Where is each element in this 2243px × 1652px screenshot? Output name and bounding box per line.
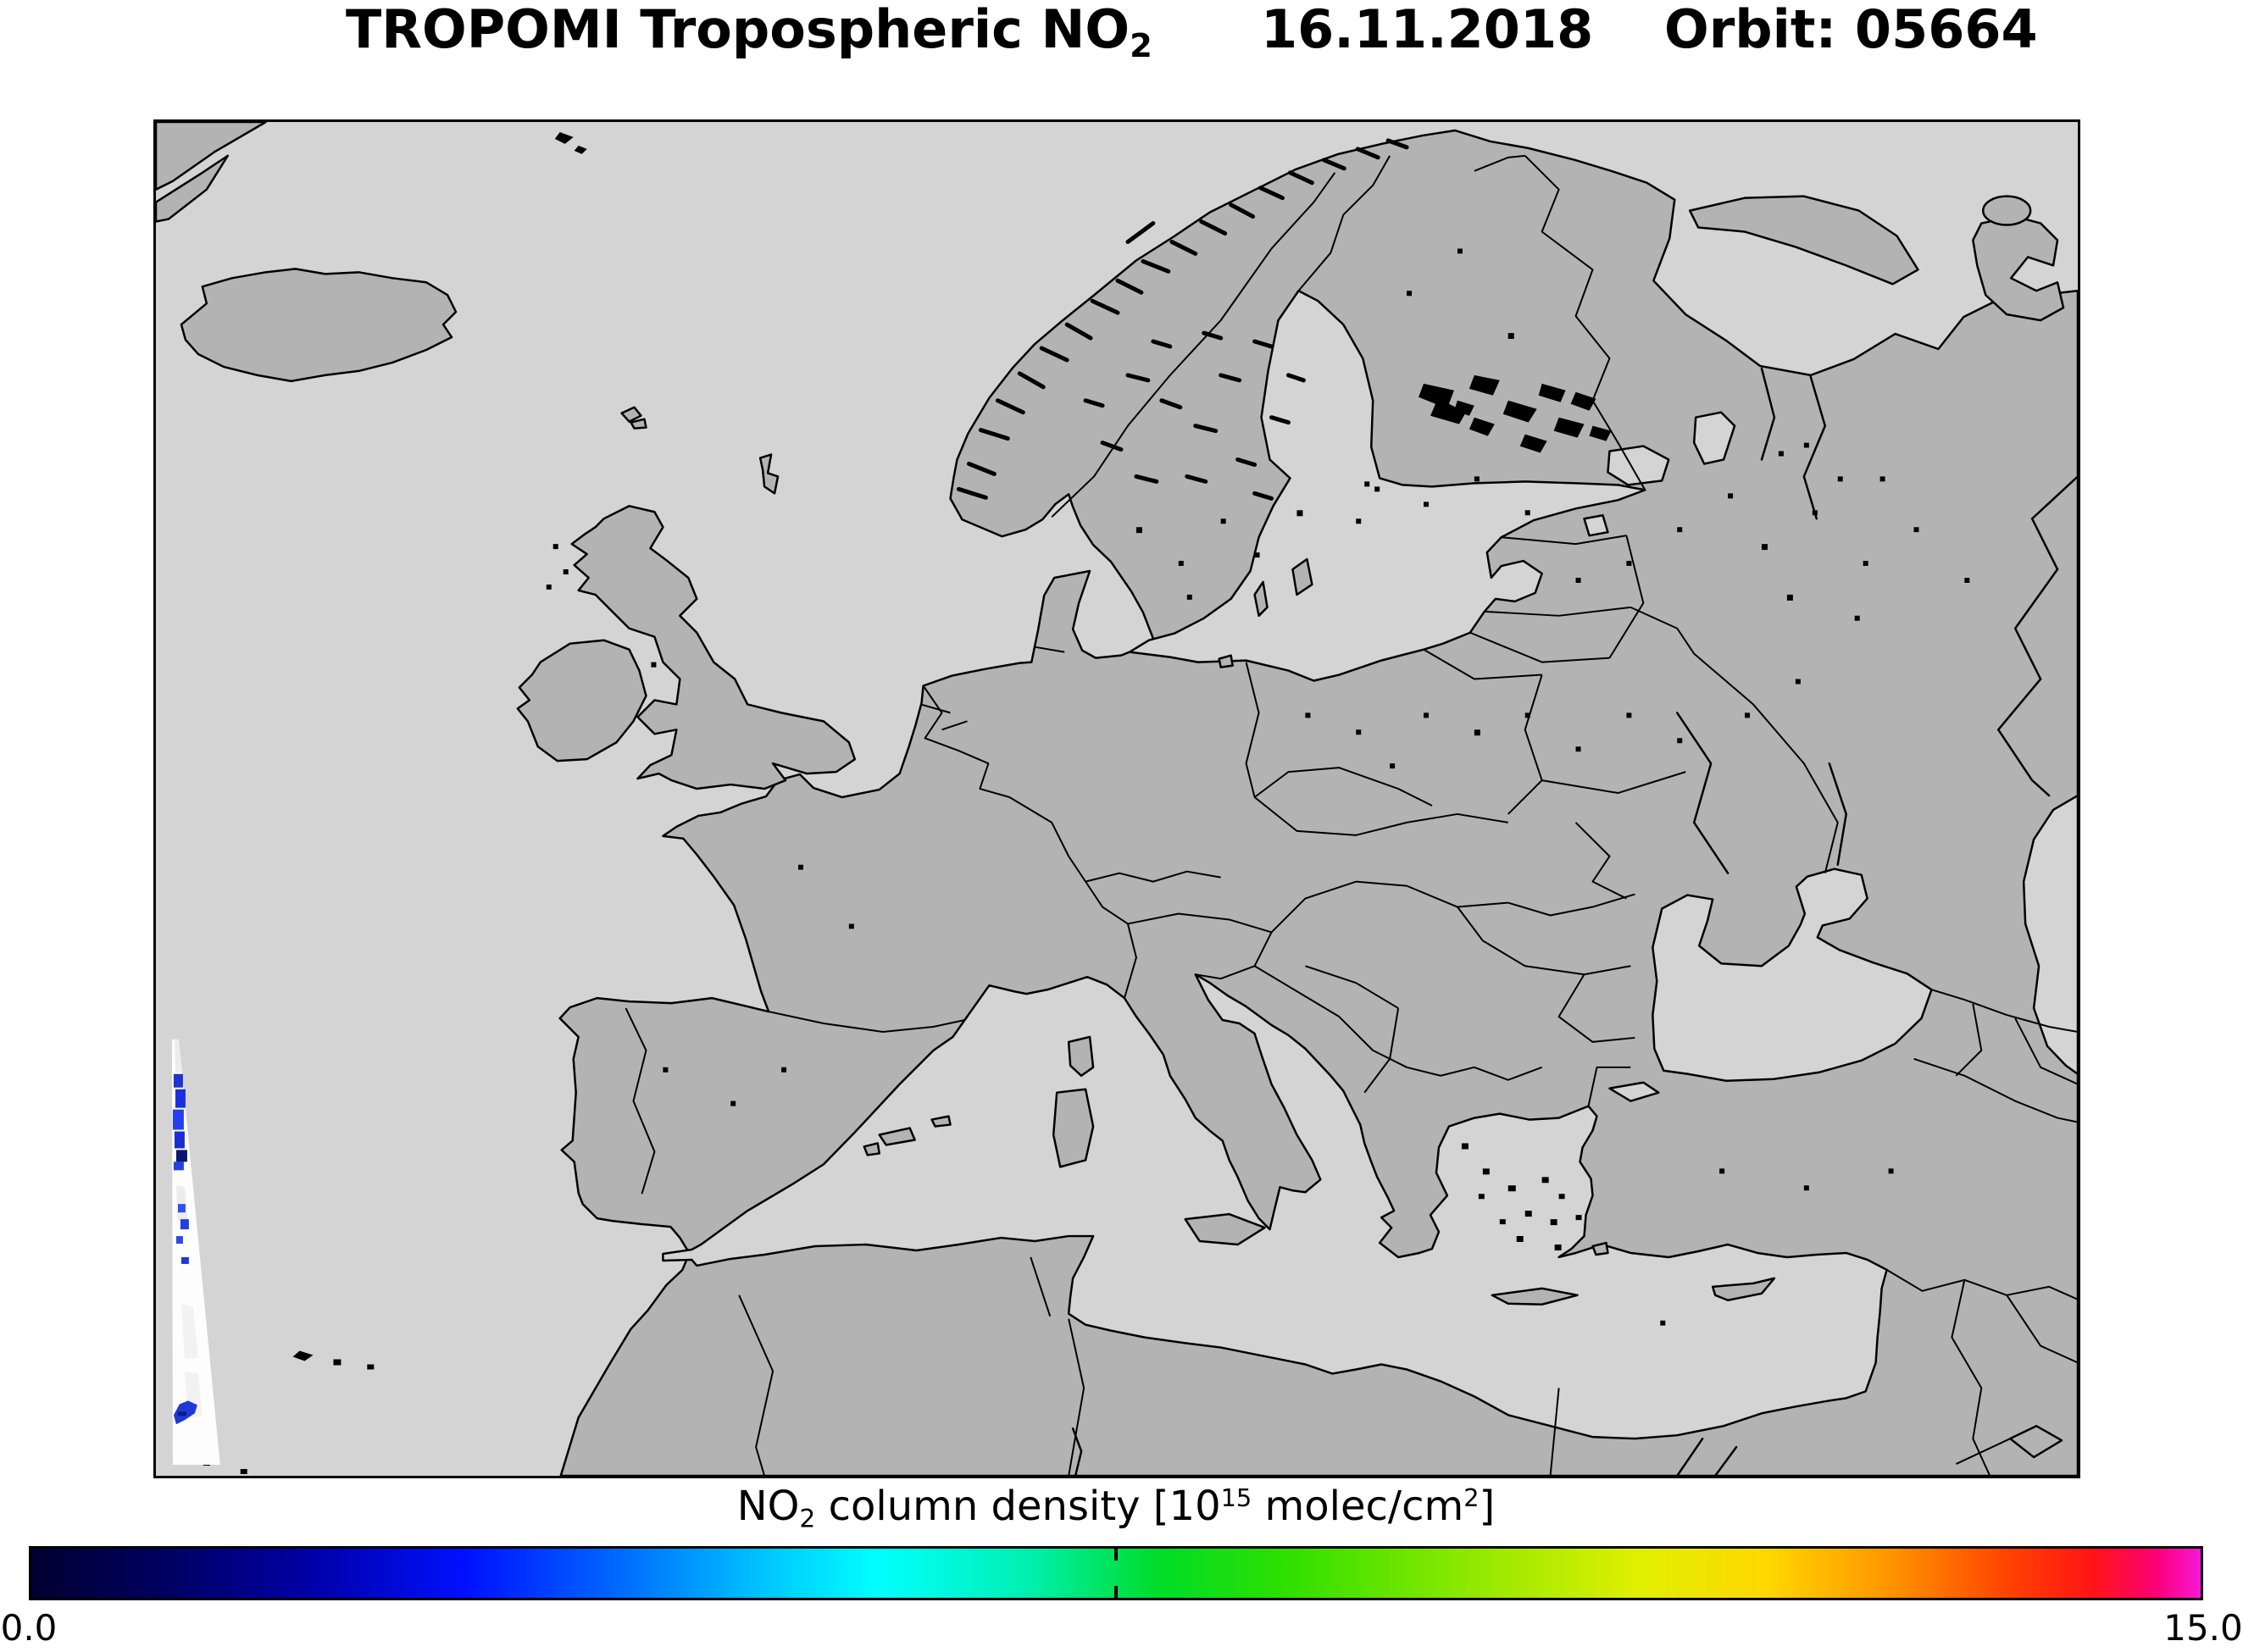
- swath-no2-patches: [172, 1073, 197, 1425]
- colorbar-gradient: [29, 1546, 2203, 1600]
- colorbar-label-close: ]: [1479, 1483, 1496, 1530]
- baltic-sea: [1128, 290, 1646, 682]
- balearic-islands: [863, 1115, 952, 1156]
- mediterranean-sea: [662, 973, 1888, 1440]
- baltic-islands: [1218, 557, 1313, 668]
- greenland-corner: [156, 122, 267, 223]
- figure-title-subscript: 2: [1130, 26, 1152, 65]
- sardinia: [1052, 1088, 1095, 1168]
- colorbar-label-unit: molec/cm: [1252, 1483, 1464, 1530]
- oland: [1253, 580, 1269, 618]
- gotland: [1291, 557, 1313, 596]
- diamond-lake: [2008, 1424, 2063, 1459]
- kanin-peninsula: [1688, 195, 1919, 285]
- marmara-sea: [1608, 1081, 1660, 1102]
- europe-map-svg: [156, 122, 2078, 1476]
- great-britain: [570, 505, 857, 790]
- sicily: [1184, 1212, 1266, 1246]
- colorbar-mid-tick-top: [1114, 1549, 1118, 1561]
- colorbar-label-no-sub: 2: [799, 1504, 816, 1534]
- country-borders: [625, 154, 2078, 1476]
- rivers: [1071, 367, 2078, 1476]
- fjord-hatching: [956, 138, 1409, 500]
- kolguev-island: [1982, 195, 2032, 226]
- pechora-hook-peninsula: [1972, 215, 2065, 322]
- colorbar-mid-tick-bottom: [1114, 1586, 1118, 1598]
- colorbar-label-mid: column density [10: [815, 1483, 1221, 1530]
- terrain-dashes: [1083, 330, 1306, 501]
- colorbar-label: NO2 column density [1015 molec/cm2]: [737, 1483, 1496, 1533]
- mediterranean-islands: [863, 1035, 1776, 1306]
- red-sea-gulfs: [1676, 1437, 1738, 1476]
- crete: [1491, 1287, 1579, 1306]
- colorbar-max-label: 15.0: [2163, 1607, 2243, 1649]
- figure-date: 16.11.2018: [1261, 0, 1594, 60]
- nile-river: [1071, 1427, 1083, 1476]
- black-sea: [1652, 868, 1933, 1082]
- no2-data-swath: [171, 1039, 220, 1466]
- cyprus: [1711, 1277, 1776, 1302]
- ireland: [516, 639, 647, 762]
- colorbar-label-no: NO: [736, 1483, 800, 1530]
- colorbar-label-exp: 15: [1220, 1483, 1252, 1513]
- corsica: [1067, 1035, 1095, 1078]
- rhodes: [1591, 1241, 1609, 1256]
- figure-title: TROPOMI Tropospheric NO2: [346, 0, 1152, 65]
- russian-lakes: [1583, 411, 1736, 537]
- finland-lakes: [1419, 374, 1612, 453]
- colorbar-min-label: 0.0: [0, 1607, 58, 1649]
- figure-title-text: TROPOMI Tropospheric NO: [346, 0, 1130, 60]
- caspian-sea: [2022, 794, 2078, 1076]
- bornholm: [1218, 654, 1234, 668]
- figure-orbit: Orbit: 05664: [1664, 0, 2038, 60]
- europe-map: [153, 119, 2080, 1478]
- iceland: [180, 268, 458, 383]
- colorbar-label-unit-exp: 2: [1463, 1483, 1480, 1513]
- north-atlantic-islands: [554, 131, 780, 495]
